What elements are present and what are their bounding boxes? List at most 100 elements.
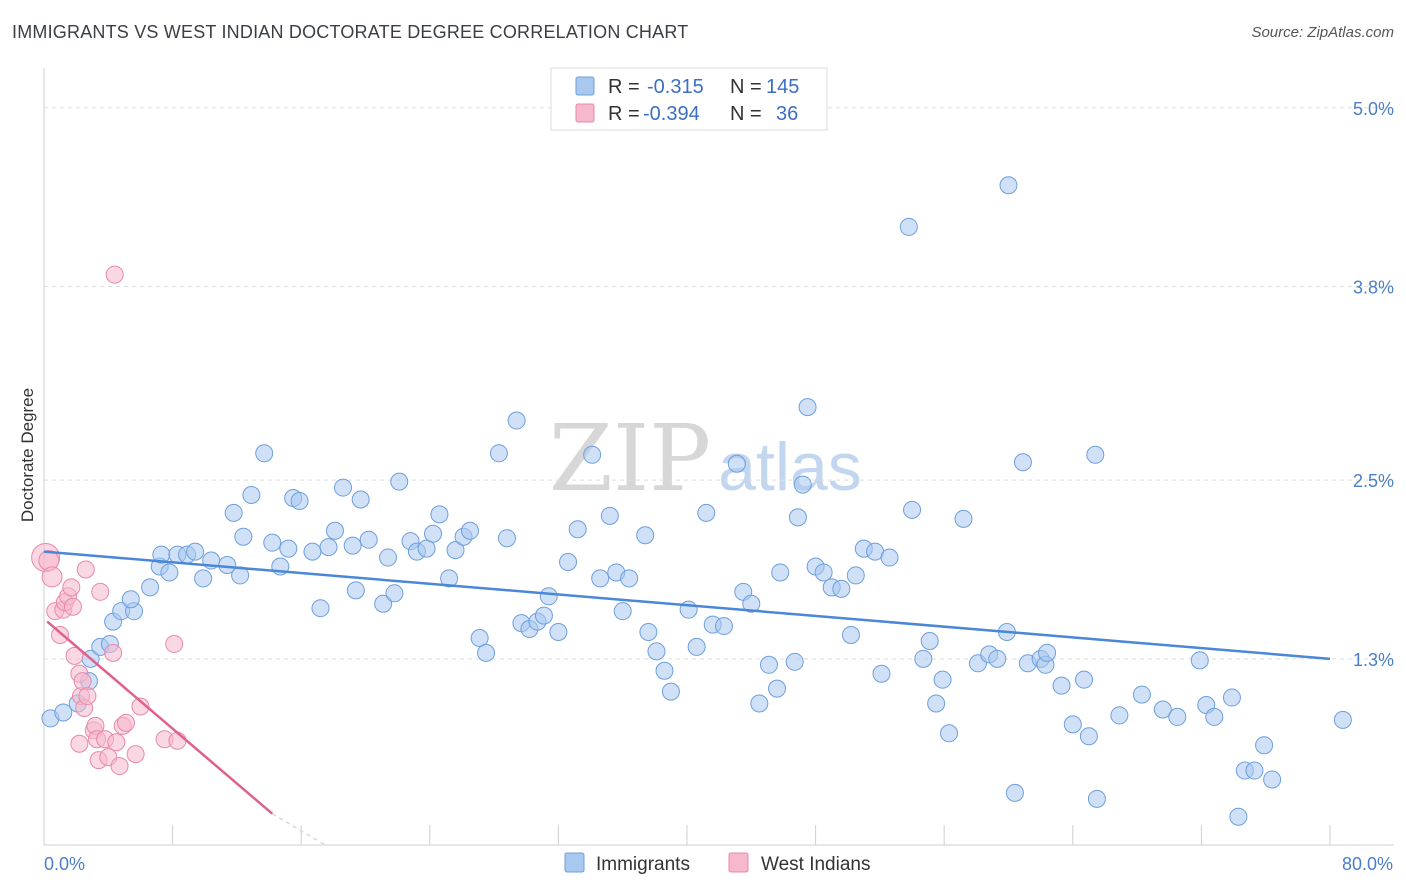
immigrants-point: [583, 445, 602, 464]
immigrants-point: [186, 542, 205, 561]
bottom-legend-swatch-immigrants: [564, 852, 585, 873]
immigrants-point: [759, 655, 778, 674]
immigrants-point: [311, 599, 330, 618]
immigrants-point: [714, 617, 733, 636]
immigrants-point: [549, 623, 568, 642]
immigrants-point: [832, 579, 851, 598]
immigrants-point: [647, 642, 666, 661]
immigrants-point: [1132, 685, 1151, 704]
immigrants-point: [242, 486, 261, 505]
immigrants-point: [768, 679, 787, 698]
immigrants-point: [224, 503, 243, 522]
immigrants-point: [351, 490, 370, 509]
immigrants-point: [1153, 700, 1172, 719]
watermark-zip: ZIP: [549, 405, 711, 512]
immigrants-point: [303, 542, 322, 561]
west-indians-point: [70, 734, 89, 753]
immigrants-point: [788, 508, 807, 527]
immigrants-point: [507, 411, 526, 430]
legend-r-value-immigrants: -0.315: [647, 76, 704, 98]
west-indians-point: [62, 578, 81, 597]
legend-swatch-immigrants: [575, 76, 595, 96]
immigrants-point: [591, 569, 610, 588]
immigrants-point: [750, 694, 769, 713]
immigrants-point: [920, 631, 939, 650]
bottom-legend-swatch-west-indians: [728, 852, 749, 873]
immigrants-point: [559, 553, 578, 572]
immigrants-point: [954, 509, 973, 528]
immigrants-point: [54, 703, 73, 722]
immigrants-point: [279, 539, 298, 558]
west-indians-point: [51, 626, 70, 645]
legend-box: [550, 67, 828, 131]
immigrants-point: [446, 541, 465, 560]
immigrants-point: [379, 548, 398, 567]
y-tick-label: 1.3%: [1353, 650, 1394, 670]
immigrants-point: [417, 539, 436, 558]
immigrants-point: [343, 536, 362, 555]
immigrants-point: [160, 563, 179, 582]
immigrants-point: [846, 566, 865, 585]
immigrants-point: [697, 503, 716, 522]
legend-n-label-immigrants: N =: [730, 76, 762, 98]
immigrants-point: [430, 505, 449, 524]
bottom-legend-label-west-indians: West Indians: [761, 854, 870, 875]
immigrants-point: [1333, 710, 1352, 729]
immigrants-point: [914, 649, 933, 668]
immigrants-point: [1245, 761, 1264, 780]
immigrants-points: [41, 176, 1352, 826]
immigrants-point: [1168, 707, 1187, 726]
west-indians-point: [126, 745, 145, 764]
immigrants-point: [194, 569, 213, 588]
immigrants-point: [1263, 770, 1282, 789]
immigrants-point: [477, 643, 496, 662]
x-tick-label: 80.0%: [1342, 854, 1393, 874]
immigrants-point: [655, 661, 674, 680]
immigrants-point: [903, 500, 922, 519]
x-tick-label: 0.0%: [44, 854, 85, 874]
west-indians-points: [31, 265, 187, 776]
y-tick-labels: 1.3% 2.5% 3.8% 5.0%: [1353, 99, 1394, 670]
bottom-legend-label-immigrants: Immigrants: [596, 854, 690, 875]
west-indians-point: [110, 757, 129, 776]
trend-lines: [43, 550, 1331, 846]
legend-r-label-west-indians: R =: [608, 103, 640, 125]
y-tick-label: 2.5%: [1353, 471, 1394, 491]
chart-title: IMMIGRANTS VS WEST INDIAN DOCTORATE DEGR…: [12, 22, 689, 42]
immigrants-point: [470, 628, 489, 647]
immigrants-point: [497, 529, 516, 548]
y-tick-label: 3.8%: [1353, 278, 1394, 298]
west-indians-point: [41, 566, 63, 588]
west-indians-point: [116, 713, 135, 732]
immigrants-point: [1205, 707, 1224, 726]
immigrants-point: [1079, 727, 1098, 746]
immigrants-point: [620, 569, 639, 588]
immigrants-point: [460, 521, 479, 540]
legend-n-value-west-indians: 36: [776, 103, 798, 125]
immigrants-point: [999, 176, 1018, 195]
immigrants-point: [1229, 807, 1248, 826]
immigrants-point: [727, 454, 746, 473]
immigrants-point: [880, 548, 899, 567]
immigrants-point: [325, 521, 344, 540]
immigrants-point: [255, 444, 274, 463]
west-indians-point: [131, 697, 150, 716]
immigrants-point: [687, 637, 706, 656]
immigrants-point: [263, 533, 282, 552]
immigrants-point: [899, 217, 918, 236]
immigrants-point: [1052, 676, 1071, 695]
immigrants-point: [440, 569, 459, 588]
immigrants-point: [141, 578, 160, 597]
immigrants-point: [1038, 643, 1057, 662]
immigrants-point: [319, 538, 338, 557]
immigrants-point: [1222, 688, 1241, 707]
west-indians-point: [107, 733, 126, 752]
source-label: Source: ZipAtlas.com: [1251, 24, 1394, 41]
immigrants-point: [742, 594, 761, 613]
immigrants-point: [940, 724, 959, 743]
x-tick-labels: 0.0% 80.0%: [44, 854, 1393, 874]
west-indians-point: [73, 672, 92, 691]
immigrants-point: [661, 682, 680, 701]
immigrants-point: [1110, 706, 1129, 725]
immigrants-point: [933, 670, 952, 689]
